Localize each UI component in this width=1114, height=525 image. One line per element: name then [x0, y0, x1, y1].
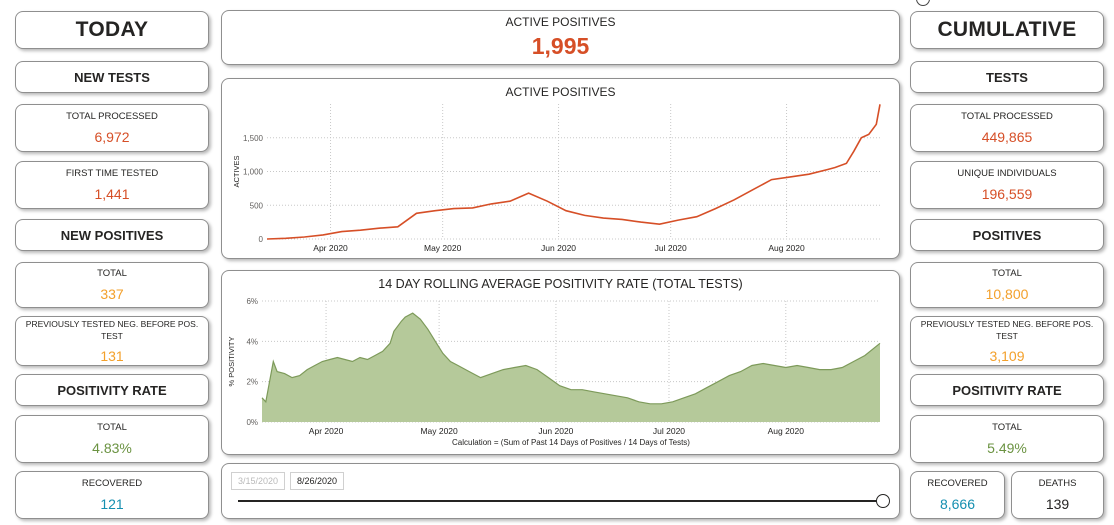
today-first-time-tested-card: FIRST TIME TESTED 1,441 — [15, 161, 209, 209]
today-positivity-heading: POSITIVITY RATE — [57, 382, 167, 398]
cum-positivity-total-card: TOTAL 5.49% — [910, 415, 1104, 463]
x-tick-label: Jul 2020 — [653, 426, 685, 436]
positives-header-card: POSITIVES — [910, 219, 1104, 251]
cum-recovered-label: RECOVERED — [927, 478, 988, 489]
positivity-chart-title: 14 DAY ROLLING AVERAGE POSITIVITY RATE (… — [378, 277, 743, 291]
today-positivity-header-card: POSITIVITY RATE — [15, 374, 209, 406]
today-recovered-value: 121 — [100, 496, 124, 512]
x-tick-label: May 2020 — [420, 426, 458, 436]
cum-positivity-header-card: POSITIVITY RATE — [910, 374, 1104, 406]
today-title: TODAY — [75, 18, 149, 41]
cum-positivity-heading: POSITIVITY RATE — [952, 382, 1062, 398]
today-previously-tested-value: 131 — [100, 348, 124, 364]
today-positivity-total-card: TOTAL 4.83% — [15, 415, 209, 463]
y-axis-label: ACTIVES — [232, 155, 241, 187]
cum-previously-tested-card: PREVIOUSLY TESTED NEG. BEFORE POS. TEST … — [910, 316, 1104, 366]
info-link-partial[interactable] — [916, 0, 1114, 6]
start-date-input[interactable]: 3/15/2020 — [231, 472, 285, 490]
y-tick-label: 0 — [259, 235, 264, 244]
active-positives-line — [266, 104, 881, 240]
today-recovered-label: RECOVERED — [81, 478, 143, 489]
slider-track[interactable] — [238, 500, 883, 502]
cum-recovered-value: 8,666 — [939, 496, 976, 512]
end-date-input[interactable]: 8/26/2020 — [290, 472, 344, 490]
cum-positivity-total-label: TOTAL — [992, 422, 1022, 433]
positivity-line — [261, 312, 881, 405]
cum-total-processed-label: TOTAL PROCESSED — [961, 111, 1053, 122]
today-positives-total-card: TOTAL 337 — [15, 262, 209, 308]
cum-deaths-label: DEATHS — [1038, 478, 1077, 489]
today-positivity-total-label: TOTAL — [97, 422, 127, 433]
active-positives-value: 1,995 — [531, 33, 590, 59]
today-total-processed-value: 6,972 — [94, 129, 130, 145]
today-positives-total-label: TOTAL — [97, 268, 127, 279]
active-positives-label: ACTIVE POSITIVES — [505, 15, 616, 29]
cum-total-processed-card: TOTAL PROCESSED 449,865 — [910, 104, 1104, 152]
cumulative-title: CUMULATIVE — [937, 18, 1077, 41]
x-tick-label: Jun 2020 — [541, 243, 576, 253]
x-tick-label: May 2020 — [424, 243, 462, 253]
positivity-rate-chart: 0% 2% 4% 6% Apr 2020 May 2020 Jun 2020 Jul 2020… — [227, 297, 881, 447]
positives-heading: POSITIVES — [972, 227, 1042, 243]
y-tick-label: 2% — [246, 378, 258, 387]
info-icon — [916, 0, 930, 6]
today-positivity-total-value: 4.83% — [92, 440, 132, 456]
cum-unique-individuals-value: 196,559 — [981, 186, 1033, 202]
y-tick-label: 0% — [246, 418, 258, 427]
positivity-chart-card: 14 DAY ROLLING AVERAGE POSITIVITY RATE (… — [221, 270, 900, 455]
cum-recovered-card: RECOVERED 8,666 — [910, 471, 1005, 519]
new-tests-header-card: NEW TESTS — [15, 61, 209, 93]
x-tick-label: Apr 2020 — [309, 426, 344, 436]
today-total-processed-label: TOTAL PROCESSED — [66, 111, 158, 122]
active-positives-chart-card: ACTIVE POSITIVES 0 500 1,000 1,500 Apr 2020 M… — [221, 78, 900, 259]
positivity-area — [262, 313, 880, 422]
x-tick-label: Jul 2020 — [655, 243, 687, 253]
tests-header-card: TESTS — [910, 61, 1104, 93]
cum-unique-individuals-card: UNIQUE INDIVIDUALS 196,559 — [910, 161, 1104, 209]
today-previously-tested-card: PREVIOUSLY TESTED NEG. BEFORE POS. TEST … — [15, 316, 209, 366]
y-tick-label: 500 — [250, 201, 264, 210]
active-positives-chart: 0 500 1,000 1,500 Apr 2020 May 2020 Jun 2020 Ju… — [232, 104, 881, 253]
new-positives-heading: NEW POSITIVES — [60, 227, 164, 243]
x-tick-label: Aug 2020 — [768, 426, 805, 436]
today-header-card: TODAY — [15, 11, 209, 49]
y-tick-label: 6% — [246, 297, 258, 306]
cum-previously-tested-value: 3,109 — [989, 348, 1025, 364]
x-tick-label: Aug 2020 — [768, 243, 805, 253]
x-axis-label: Calculation = (Sum of Past 14 Days of Po… — [452, 438, 690, 447]
cumulative-header-card: CUMULATIVE — [910, 11, 1104, 49]
y-tick-label: 1,500 — [243, 134, 264, 143]
y-tick-label: 1,000 — [243, 168, 264, 177]
cum-total-processed-value: 449,865 — [981, 129, 1033, 145]
active-positives-kpi-card: ACTIVE POSITIVES 1,995 — [221, 10, 900, 65]
today-previously-tested-label: PREVIOUSLY TESTED NEG. BEFORE POS. TEST — [25, 319, 199, 341]
cum-positives-total-label: TOTAL — [992, 268, 1022, 279]
tests-heading: TESTS — [986, 69, 1028, 85]
x-tick-label: Jun 2020 — [538, 426, 573, 436]
today-first-time-tested-label: FIRST TIME TESTED — [65, 168, 159, 179]
new-tests-heading: NEW TESTS — [74, 69, 150, 85]
cum-previously-tested-label: PREVIOUSLY TESTED NEG. BEFORE POS. TEST — [920, 319, 1094, 341]
cum-positives-total-card: TOTAL 10,800 — [910, 262, 1104, 308]
x-tick-label: Apr 2020 — [313, 243, 348, 253]
new-positives-header-card: NEW POSITIVES — [15, 219, 209, 251]
cum-deaths-card: DEATHS 139 — [1011, 471, 1104, 519]
slider-handle[interactable] — [876, 494, 890, 508]
cum-unique-individuals-label: UNIQUE INDIVIDUALS — [957, 168, 1057, 179]
cum-positivity-total-value: 5.49% — [987, 440, 1027, 456]
y-tick-label: 4% — [246, 337, 258, 346]
y-axis-label: % POSITIVITY — [227, 336, 236, 386]
cum-deaths-value: 139 — [1045, 496, 1070, 512]
today-total-processed-card: TOTAL PROCESSED 6,972 — [15, 104, 209, 152]
today-first-time-tested-value: 1,441 — [94, 186, 130, 202]
active-chart-title: ACTIVE POSITIVES — [505, 85, 616, 99]
today-recovered-card: RECOVERED 121 — [15, 471, 209, 519]
today-positives-total-value: 337 — [100, 286, 124, 302]
cum-positives-total-value: 10,800 — [985, 286, 1029, 302]
